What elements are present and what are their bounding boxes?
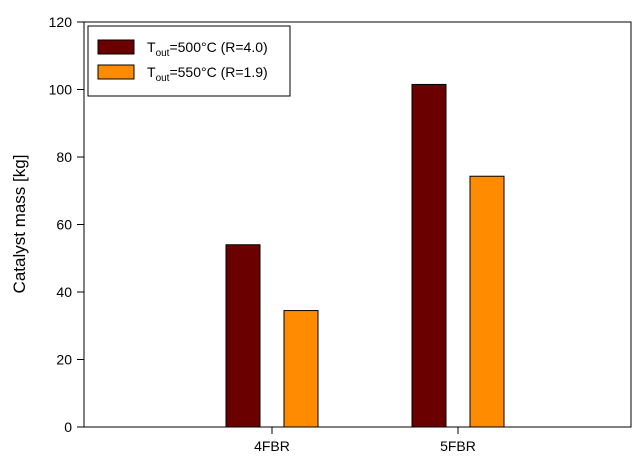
- y-tick-label: 20: [56, 352, 72, 368]
- y-tick-label: 0: [64, 419, 72, 435]
- y-tick-label: 100: [49, 82, 73, 98]
- legend: Tout=500°C (R=4.0) Tout=550°C (R=1.9): [87, 25, 291, 97]
- bar-5fbr-series-1: [411, 83, 447, 428]
- legend-swatch: [97, 64, 135, 80]
- y-axis-label: Catalyst mass [kg]: [10, 155, 29, 294]
- y-tick-label: 40: [56, 284, 72, 300]
- bars: [225, 83, 505, 428]
- y-tick-label: 120: [49, 14, 73, 30]
- legend-label: Tout=550°C (R=1.9): [147, 64, 268, 84]
- bar-4fbr-series-1: [225, 244, 261, 428]
- x-axis: 4FBR 5FBR: [254, 427, 476, 454]
- y-tick-label: 80: [56, 149, 72, 165]
- x-tick-label: 4FBR: [254, 438, 290, 454]
- bar-5fbr-series-2: [469, 175, 505, 428]
- y-tick-label: 60: [56, 217, 72, 233]
- legend-box: [87, 25, 291, 97]
- legend-label: Tout=500°C (R=4.0): [147, 39, 268, 59]
- x-tick-label: 5FBR: [440, 438, 476, 454]
- legend-swatch: [97, 39, 135, 55]
- bar-4fbr-series-2: [283, 310, 319, 428]
- y-axis: 0 20 40 60 80 100 120: [49, 14, 84, 435]
